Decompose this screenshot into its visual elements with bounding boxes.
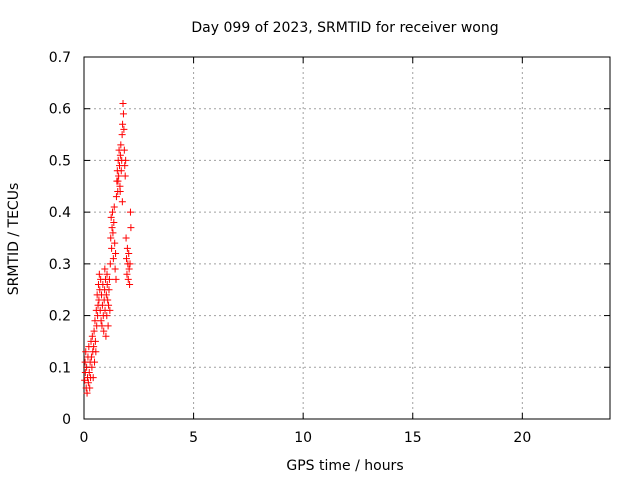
data-point <box>126 208 134 216</box>
data-point <box>88 332 96 340</box>
data-point <box>104 296 112 304</box>
data-point <box>116 151 124 159</box>
data-point <box>102 291 110 299</box>
data-point <box>127 224 135 232</box>
y-tick-label: 0.5 <box>49 153 71 169</box>
y-axis-label: SRMTID / TECUs <box>6 183 22 296</box>
data-point <box>107 213 115 221</box>
data-point <box>110 218 118 226</box>
data-point <box>97 317 105 325</box>
data-point <box>98 322 106 330</box>
data-point <box>91 317 99 325</box>
y-axis-ticks: 0 0.1 0.2 0.3 0.4 0.5 0.6 0.7 <box>49 50 610 428</box>
x-tick-label: 20 <box>513 430 531 446</box>
data-point <box>108 208 116 216</box>
data-point <box>85 368 93 376</box>
data-point <box>122 156 130 164</box>
grid-lines <box>84 57 610 419</box>
data-point <box>119 120 127 128</box>
data-point <box>90 343 98 351</box>
data-point <box>87 353 95 361</box>
data-point <box>112 193 120 201</box>
data-point <box>84 379 92 387</box>
y-tick-label: 0.3 <box>49 257 71 273</box>
data-point <box>91 358 99 366</box>
data-point <box>112 275 120 283</box>
data-point <box>110 203 118 211</box>
data-point <box>121 172 129 180</box>
x-tick-label: 15 <box>404 430 422 446</box>
data-point <box>123 270 131 278</box>
data-point <box>91 337 99 345</box>
data-point <box>120 125 128 133</box>
data-point <box>104 322 112 330</box>
data-point <box>114 177 122 185</box>
data-point <box>103 281 111 289</box>
x-tick-label: 0 <box>80 430 89 446</box>
y-tick-label: 0 <box>62 412 71 428</box>
data-point <box>106 260 114 268</box>
data-point <box>120 146 128 154</box>
y-tick-label: 0.6 <box>49 102 71 118</box>
data-point <box>126 260 134 268</box>
x-axis-label: GPS time / hours <box>286 458 403 474</box>
data-point <box>111 239 119 247</box>
data-point <box>108 244 116 252</box>
data-point <box>105 275 113 283</box>
data-point <box>101 265 109 273</box>
data-point <box>103 312 111 320</box>
data-point <box>115 172 123 180</box>
y-tick-label: 0.4 <box>49 205 71 221</box>
data-point <box>109 255 117 263</box>
y-tick-label: 0.7 <box>49 50 71 66</box>
data-point <box>89 374 97 382</box>
data-point <box>105 301 113 309</box>
data-point <box>118 198 126 206</box>
data-point <box>95 270 103 278</box>
data-point <box>109 229 117 237</box>
data-point <box>124 275 132 283</box>
data-point <box>117 141 125 149</box>
data-point <box>92 348 100 356</box>
plot-frame <box>83 56 611 420</box>
data-point <box>125 265 133 273</box>
data-point <box>90 327 98 335</box>
data-point <box>126 281 134 289</box>
data-point <box>100 327 108 335</box>
data-point <box>125 250 133 258</box>
data-point <box>118 131 126 139</box>
data-point <box>117 167 125 175</box>
data-point <box>112 250 120 258</box>
data-point <box>119 110 127 118</box>
data-point <box>116 187 124 195</box>
x-axis-ticks: 0 5 10 15 20 <box>80 57 531 446</box>
data-points <box>81 100 135 397</box>
data-point <box>82 348 90 356</box>
x-tick-label: 5 <box>189 430 198 446</box>
data-point <box>119 100 127 108</box>
data-point <box>122 234 130 242</box>
data-point <box>107 234 115 242</box>
data-point <box>98 301 106 309</box>
x-tick-label: 10 <box>294 430 312 446</box>
y-tick-label: 0.1 <box>49 360 71 376</box>
data-point <box>123 244 131 252</box>
data-point <box>102 332 110 340</box>
data-point <box>111 265 119 273</box>
data-point <box>103 270 111 278</box>
chart-title: Day 099 of 2023, SRMTID for receiver won… <box>191 20 498 36</box>
data-point <box>121 162 129 170</box>
data-point <box>88 363 96 371</box>
data-point <box>106 306 114 314</box>
data-point <box>108 224 116 232</box>
data-point <box>123 255 131 263</box>
data-point <box>105 286 113 294</box>
data-point <box>86 384 94 392</box>
data-point <box>83 389 91 397</box>
y-tick-label: 0.2 <box>49 309 71 325</box>
